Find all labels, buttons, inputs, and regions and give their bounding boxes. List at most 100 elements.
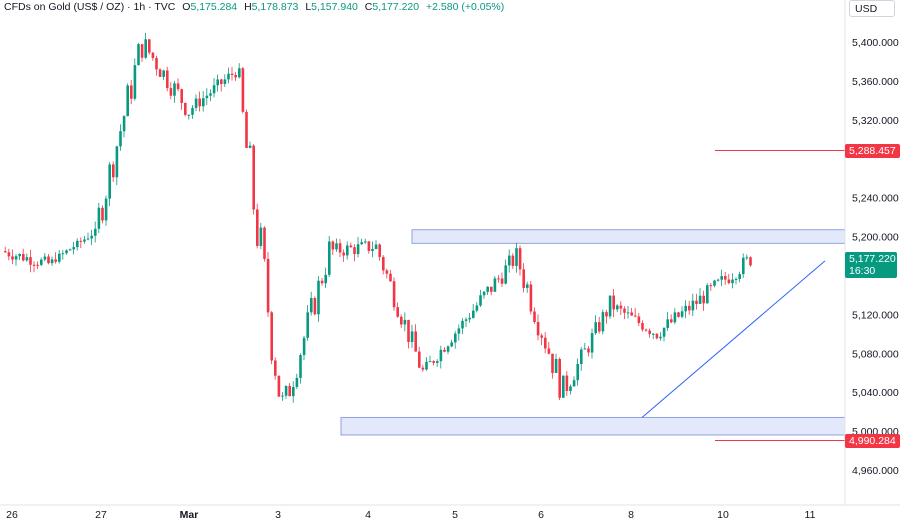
candle-body [691,300,695,311]
candle-body [684,305,687,312]
candle-body [731,279,734,284]
candle-body [112,164,115,178]
candle-body [497,278,500,280]
candle-body [407,319,410,342]
candle-body [590,333,594,353]
candle-body [716,279,720,281]
candle-body [688,305,691,311]
time-tick-label: 26 [6,509,18,521]
candle-body [727,279,731,284]
candle-body [97,207,101,229]
candle-body [526,284,529,288]
candle-body [504,265,507,284]
candle-body [140,44,144,58]
candle-body [313,298,317,315]
candle-body [176,83,180,90]
candle-body [126,85,129,117]
candle-body [454,333,457,343]
currency-selector[interactable]: USD [849,0,895,17]
candle-body [457,328,461,334]
candle-body [554,358,558,373]
candle-body [94,228,97,236]
ascending-trendline [641,260,826,418]
candle-body [360,242,363,245]
candle-body [425,361,428,370]
candle-body [212,85,216,94]
candle-body [187,114,191,116]
candle-body [695,300,698,304]
candle-body [529,284,533,312]
candle-body [486,286,489,292]
last-price-value: 5,177.220 [849,253,896,265]
candle-body [724,276,727,280]
time-axis-ticks: 26 27 Mar 3 4 5 6 8 10 11 [6,509,815,521]
candle-body [583,348,587,350]
price-tick-label: 5,240.000 [852,193,899,205]
candle-body [122,116,126,132]
candle-body [346,245,349,256]
candle-body [86,238,90,240]
candle-body [353,247,356,255]
close-value: 5,177.220 [372,1,420,13]
candle-body [238,68,241,78]
time-tick-label: 27 [95,509,107,521]
marked-price-tag-lower: 4,990.284 [845,433,900,448]
candle-body [493,278,497,292]
candle-body [194,98,198,108]
candle-body [439,349,443,362]
candle-body [371,249,374,251]
candle-body [216,79,219,86]
candle-body [666,319,669,328]
chart-legend-header: CFDs on Gold (US$ / OZ) · 1h · TVC O5,17… [4,1,504,13]
candle-body [144,39,147,58]
candle-body [11,256,14,260]
candle-body [202,98,205,107]
candle-body [284,385,288,396]
open-value: 5,175.284 [190,1,238,13]
candle-body [572,380,576,387]
candle-body [749,257,752,266]
price-tick-label: 5,200.000 [852,232,899,244]
candle-body [587,348,590,353]
candle-body [623,308,626,313]
time-tick-label: Mar [180,509,199,521]
candle-body [220,79,223,84]
candle-body [490,286,493,292]
candle-body [720,276,723,280]
candle-body [184,102,187,115]
candle-body [191,107,194,115]
candle-body [472,310,475,318]
candle-body [544,337,547,349]
price-axis-ticks: 5,400.000 5,360.000 5,320.000 5,240.000 5,20… [852,37,899,477]
candle-body [205,95,209,99]
candle-body [475,305,479,311]
candle-body [115,146,119,178]
candle-body [551,353,554,373]
high-label: H [244,1,252,13]
candle-body [403,319,407,325]
last-price-tag: 5,177.220 16:30 [845,252,897,278]
price-tick-label: 5,040.000 [852,387,899,399]
candle-body [158,69,162,77]
candle-body [349,245,353,248]
candle-body [500,278,504,284]
time-tick-label: 4 [365,509,371,521]
candle-body [227,73,230,80]
candle-body [130,85,133,99]
candle-body [450,342,453,347]
candle-body [32,264,36,266]
candle-body [421,367,425,370]
candle-body [709,285,713,287]
candle-body [565,375,569,391]
candle-body [65,250,68,254]
candle-body [180,89,183,103]
candle-body [468,317,471,320]
candle-body [22,253,25,261]
candle-body [364,241,367,243]
candle-body [230,73,234,75]
candle-body [281,395,284,397]
candle-body [634,315,637,317]
candle-body [356,244,360,255]
candle-body [198,98,201,107]
